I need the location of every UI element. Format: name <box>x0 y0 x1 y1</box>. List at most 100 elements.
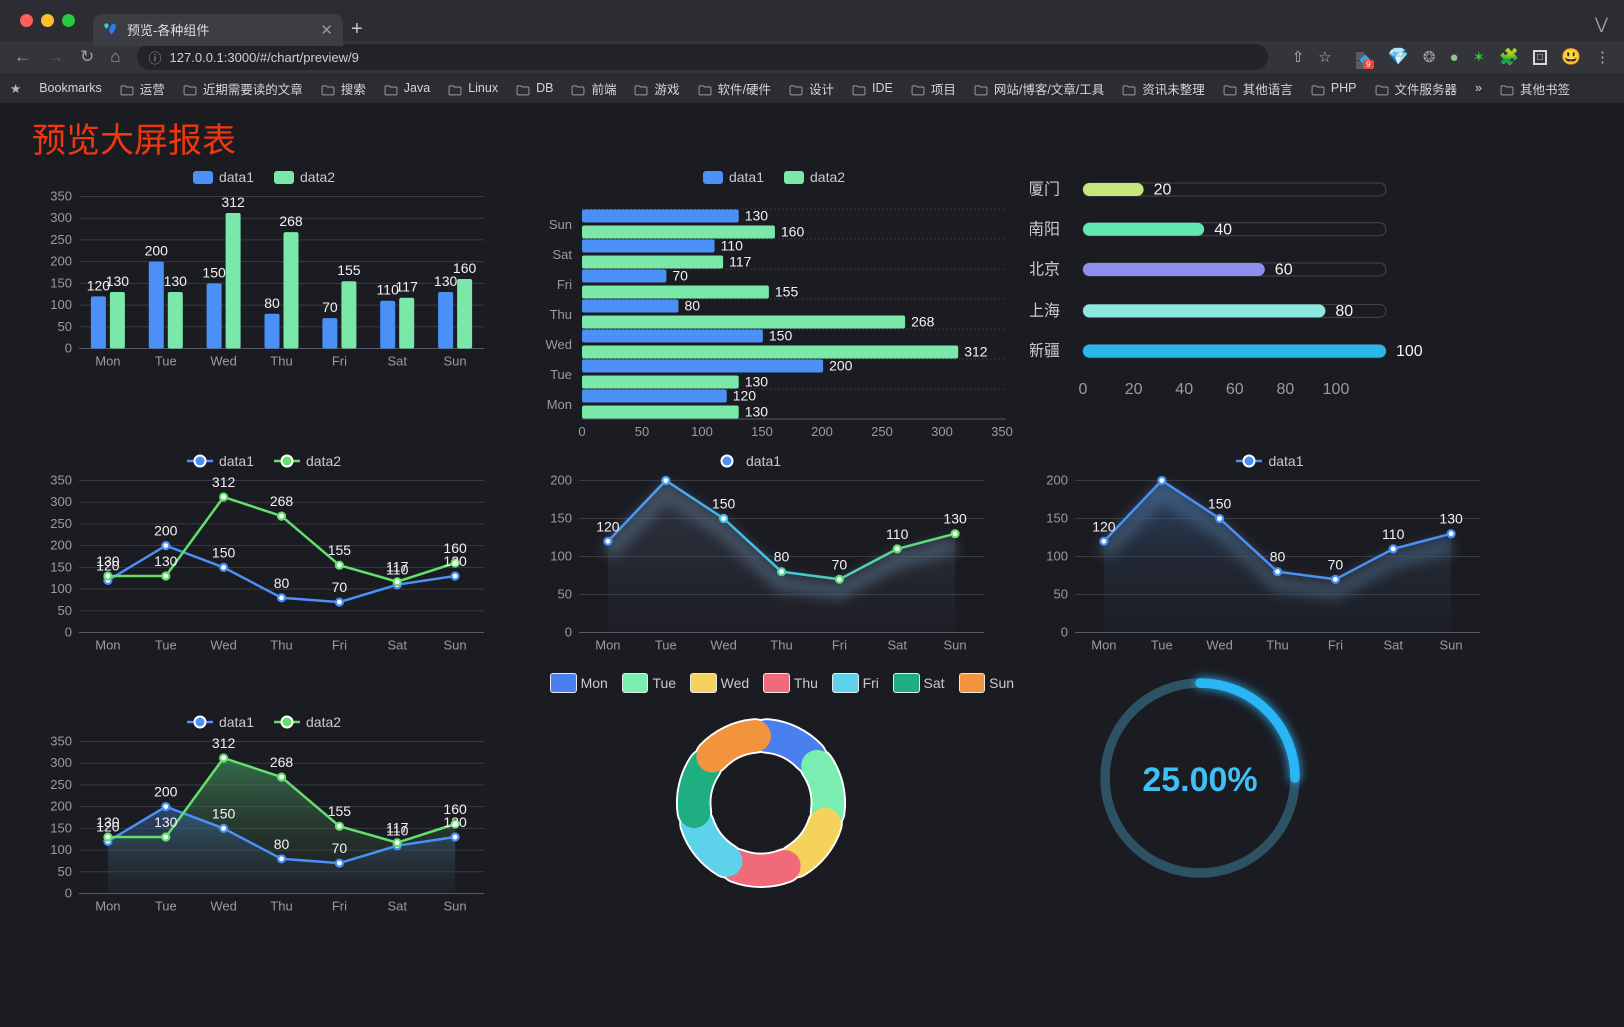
svg-text:70: 70 <box>322 299 338 315</box>
svg-text:Thu: Thu <box>270 899 292 914</box>
svg-text:25.00%: 25.00% <box>1142 761 1257 799</box>
svg-text:Wed: Wed <box>546 337 573 352</box>
svg-text:268: 268 <box>911 314 935 330</box>
svg-text:Mon: Mon <box>95 354 120 369</box>
svg-text:110: 110 <box>886 526 909 542</box>
svg-text:20: 20 <box>1154 182 1172 199</box>
svg-text:Mon: Mon <box>95 899 120 914</box>
svg-text:Wed: Wed <box>210 354 237 369</box>
svg-text:20: 20 <box>1125 381 1143 398</box>
svg-text:130: 130 <box>154 553 178 569</box>
svg-text:150: 150 <box>50 275 72 290</box>
svg-text:Sun: Sun <box>444 899 467 914</box>
svg-text:Sun: Sun <box>1440 638 1463 653</box>
svg-text:50: 50 <box>558 587 572 602</box>
svg-text:80: 80 <box>685 298 701 314</box>
svg-text:250: 250 <box>50 516 72 531</box>
svg-text:data1: data1 <box>746 453 781 469</box>
svg-text:80: 80 <box>274 836 290 852</box>
svg-text:150: 150 <box>769 328 793 344</box>
svg-text:312: 312 <box>964 344 988 360</box>
svg-text:新疆: 新疆 <box>1030 342 1060 360</box>
svg-text:Wed: Wed <box>210 638 237 653</box>
svg-text:Sat: Sat <box>387 354 407 369</box>
svg-text:Wed: Wed <box>210 899 237 914</box>
svg-text:117: 117 <box>396 279 419 295</box>
svg-text:350: 350 <box>50 473 72 488</box>
svg-text:200: 200 <box>145 243 169 259</box>
svg-text:268: 268 <box>270 754 294 770</box>
svg-text:268: 268 <box>270 493 294 509</box>
svg-text:150: 150 <box>50 559 72 574</box>
svg-text:100: 100 <box>691 424 713 439</box>
svg-text:0: 0 <box>1061 625 1068 640</box>
svg-text:50: 50 <box>58 319 72 334</box>
svg-text:130: 130 <box>106 273 130 289</box>
svg-text:60: 60 <box>1226 381 1244 398</box>
svg-text:40: 40 <box>1175 381 1193 398</box>
svg-text:Tue: Tue <box>1151 638 1173 653</box>
svg-text:Fri: Fri <box>832 638 847 653</box>
svg-text:350: 350 <box>991 424 1013 439</box>
svg-text:80: 80 <box>274 575 290 591</box>
svg-text:130: 130 <box>943 511 967 527</box>
svg-text:150: 150 <box>550 511 572 526</box>
svg-text:Thu: Thu <box>270 354 292 369</box>
svg-text:0: 0 <box>578 424 585 439</box>
svg-text:0: 0 <box>1079 381 1088 398</box>
svg-text:100: 100 <box>1046 549 1068 564</box>
svg-text:130: 130 <box>164 273 188 289</box>
svg-text:南阳: 南阳 <box>1030 220 1060 238</box>
svg-text:70: 70 <box>332 579 348 595</box>
svg-text:Fri: Fri <box>332 638 347 653</box>
svg-text:160: 160 <box>443 801 467 817</box>
svg-text:150: 150 <box>751 424 773 439</box>
svg-text:120: 120 <box>1092 518 1116 534</box>
svg-text:0: 0 <box>65 886 72 901</box>
svg-text:130: 130 <box>1439 511 1463 527</box>
svg-text:Sat: Sat <box>887 638 907 653</box>
svg-text:350: 350 <box>50 734 72 749</box>
svg-text:60: 60 <box>1275 262 1293 279</box>
svg-text:155: 155 <box>328 542 352 558</box>
svg-text:155: 155 <box>337 262 361 278</box>
svg-text:200: 200 <box>550 473 572 488</box>
svg-text:160: 160 <box>443 540 467 556</box>
svg-text:北京: 北京 <box>1030 261 1060 279</box>
svg-text:Sat: Sat <box>1383 638 1403 653</box>
svg-text:150: 150 <box>712 496 736 512</box>
svg-text:80: 80 <box>1270 549 1286 565</box>
svg-text:Fri: Fri <box>557 277 572 292</box>
svg-text:80: 80 <box>1335 303 1353 320</box>
svg-text:100: 100 <box>50 842 72 857</box>
svg-text:150: 150 <box>212 544 236 560</box>
svg-text:200: 200 <box>50 254 72 269</box>
svg-text:312: 312 <box>212 474 236 490</box>
svg-text:上海: 上海 <box>1030 302 1060 320</box>
svg-text:130: 130 <box>745 208 769 224</box>
svg-text:110: 110 <box>721 238 744 254</box>
svg-text:70: 70 <box>1328 556 1344 572</box>
svg-text:0: 0 <box>65 625 72 640</box>
svg-text:Mon: Mon <box>595 638 620 653</box>
svg-text:Tue: Tue <box>155 899 177 914</box>
svg-text:厦门: 厦门 <box>1030 181 1060 199</box>
svg-text:Thu: Thu <box>270 638 292 653</box>
svg-text:Fri: Fri <box>332 899 347 914</box>
svg-text:268: 268 <box>279 213 303 229</box>
svg-text:Sun: Sun <box>444 354 467 369</box>
svg-text:Tue: Tue <box>155 354 177 369</box>
svg-text:200: 200 <box>811 424 833 439</box>
svg-text:Mon: Mon <box>1091 638 1116 653</box>
svg-text:Mon: Mon <box>547 397 572 412</box>
svg-text:200: 200 <box>50 538 72 553</box>
svg-text:200: 200 <box>154 523 178 539</box>
svg-text:100: 100 <box>50 297 72 312</box>
svg-text:150: 150 <box>1046 511 1068 526</box>
svg-text:Wed: Wed <box>1206 638 1233 653</box>
svg-text:130: 130 <box>154 814 178 830</box>
svg-text:Thu: Thu <box>1266 638 1288 653</box>
svg-text:160: 160 <box>781 224 805 240</box>
svg-text:300: 300 <box>50 494 72 509</box>
svg-text:80: 80 <box>1277 381 1295 398</box>
